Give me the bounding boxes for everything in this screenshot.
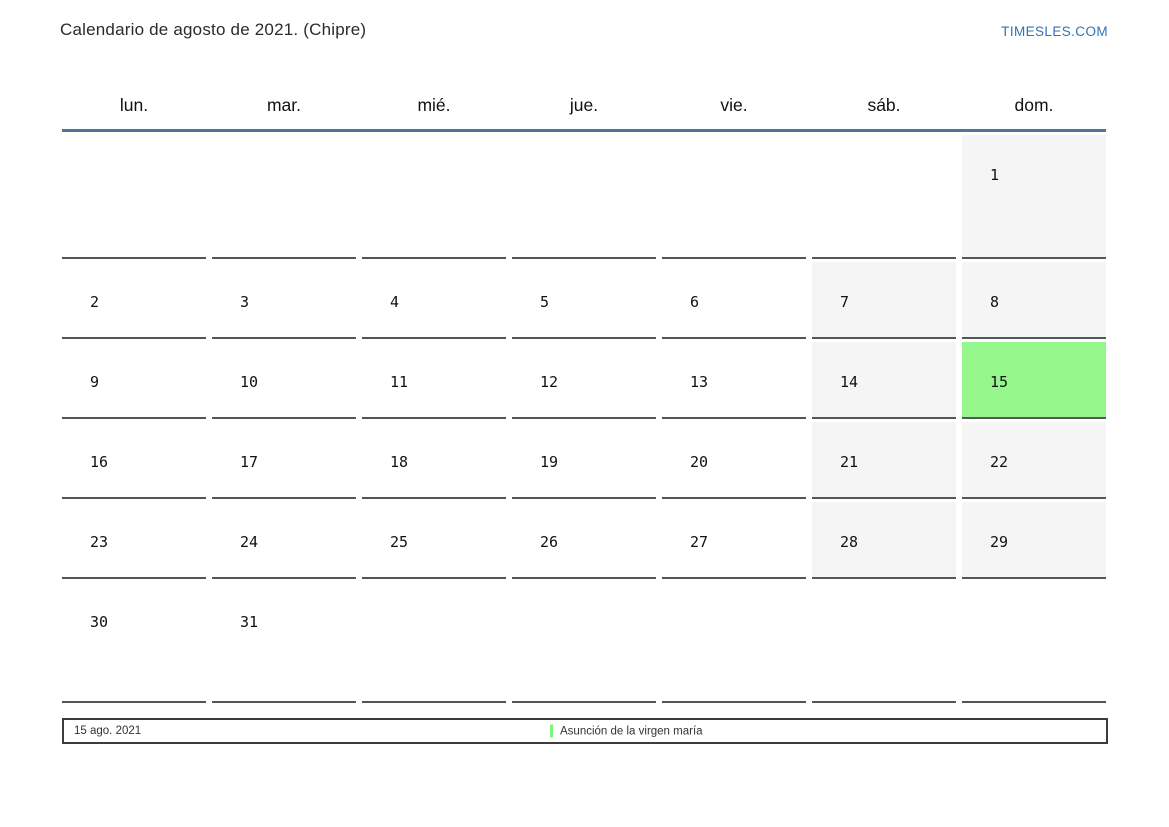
day-number: 26 [540,533,559,551]
legend-event: Asunción de la virgen maría [550,724,703,738]
day-number: 29 [990,533,1009,551]
day-cell-20: 20 [662,422,806,499]
day-cell-30: 30 [62,582,206,703]
day-cell-4: 4 [362,262,506,339]
day-cell-24: 24 [212,502,356,579]
day-cell-26: 26 [512,502,656,579]
day-number: 24 [240,533,259,551]
day-cell-empty [62,135,206,259]
day-cell-empty [362,135,506,259]
day-number: 31 [240,613,259,631]
weekday-label: lun. [119,95,149,115]
day-number: 13 [690,373,709,391]
header-divider [62,129,1106,132]
day-cell-empty [512,582,656,703]
day-number: 1 [990,166,1000,184]
weekday-label: sáb. [867,95,901,115]
legend-date: 15 ago. 2021 [74,725,142,737]
day-number: 2 [90,293,100,311]
day-cell-11: 11 [362,342,506,419]
legend-bar: 15 ago. 2021 Asunción de la virgen maría [62,718,1108,744]
day-number: 21 [840,453,859,471]
day-number: 6 [690,293,700,311]
day-cell-21: 21 [812,422,956,499]
day-cell-empty [962,582,1106,703]
day-cell-7: 7 [812,262,956,339]
day-number: 27 [690,533,709,551]
day-cell-2: 2 [62,262,206,339]
day-cell-9: 9 [62,342,206,419]
day-number: 25 [390,533,409,551]
day-cell-8: 8 [962,262,1106,339]
day-number: 18 [390,453,409,471]
day-cell-empty [362,582,506,703]
day-cell-10: 10 [212,342,356,419]
weekday-label: dom. [1014,95,1054,115]
day-number: 15 [990,373,1009,391]
day-cell-1: 1 [962,135,1106,259]
calendar: lun. mar. mié. jue. vie. sáb. dom. 1 2 3 4 5 6 7 8 9 10… [62,75,1106,703]
day-number: 23 [90,533,109,551]
calendar-grid: 1 2 3 4 5 6 7 8 9 10 11 12 13 14 15 16 17 18 19 20 21 22 23 24 2… [62,132,1106,703]
day-number: 22 [990,453,1009,471]
day-cell-empty [812,135,956,259]
day-number: 19 [540,453,559,471]
day-cell-empty [512,135,656,259]
brand-link[interactable]: TIMESLES.COM [1001,24,1108,39]
day-cell-28: 28 [812,502,956,579]
day-cell-16: 16 [62,422,206,499]
day-cell-empty [662,135,806,259]
day-cell-23: 23 [62,502,206,579]
day-cell-empty [812,582,956,703]
week-row: 1 [62,132,1106,259]
week-row: 23 24 25 26 27 28 29 [62,499,1106,579]
day-cell-empty [662,582,806,703]
day-number: 12 [540,373,559,391]
day-cell-3: 3 [212,262,356,339]
day-cell-31: 31 [212,582,356,703]
day-cell-15: 15 [962,342,1106,419]
page-title: Calendario de agosto de 2021. (Chipre) [60,20,367,39]
day-number: 16 [90,453,109,471]
weekday-header-row: lun. mar. mié. jue. vie. sáb. dom. [62,75,1106,129]
day-cell-6: 6 [662,262,806,339]
weekday-label: jue. [569,95,599,115]
legend-event-label: Asunción de la virgen maría [560,725,703,737]
week-row: 30 31 [62,579,1106,703]
day-number: 28 [840,533,859,551]
weekday-label: vie. [720,95,748,115]
day-number: 8 [990,293,1000,311]
day-cell-18: 18 [362,422,506,499]
day-cell-22: 22 [962,422,1106,499]
day-number: 9 [90,373,100,391]
day-cell-29: 29 [962,502,1106,579]
day-number: 5 [540,293,550,311]
day-cell-27: 27 [662,502,806,579]
week-row: 2 3 4 5 6 7 8 [62,259,1106,339]
day-number: 14 [840,373,859,391]
day-cell-empty [212,135,356,259]
day-number: 20 [690,453,709,471]
day-cell-17: 17 [212,422,356,499]
weekday-label: mié. [417,95,451,115]
day-cell-5: 5 [512,262,656,339]
week-row: 9 10 11 12 13 14 15 [62,339,1106,419]
day-number: 3 [240,293,250,311]
day-number: 11 [390,373,409,391]
day-cell-14: 14 [812,342,956,419]
day-number: 30 [90,613,109,631]
week-row: 16 17 18 19 20 21 22 [62,419,1106,499]
day-cell-13: 13 [662,342,806,419]
day-number: 7 [840,293,850,311]
day-number: 4 [390,293,400,311]
event-marker-icon [550,724,553,738]
day-cell-12: 12 [512,342,656,419]
weekday-label: mar. [266,95,302,115]
day-number: 10 [240,373,259,391]
day-cell-19: 19 [512,422,656,499]
day-number: 17 [240,453,259,471]
day-cell-25: 25 [362,502,506,579]
